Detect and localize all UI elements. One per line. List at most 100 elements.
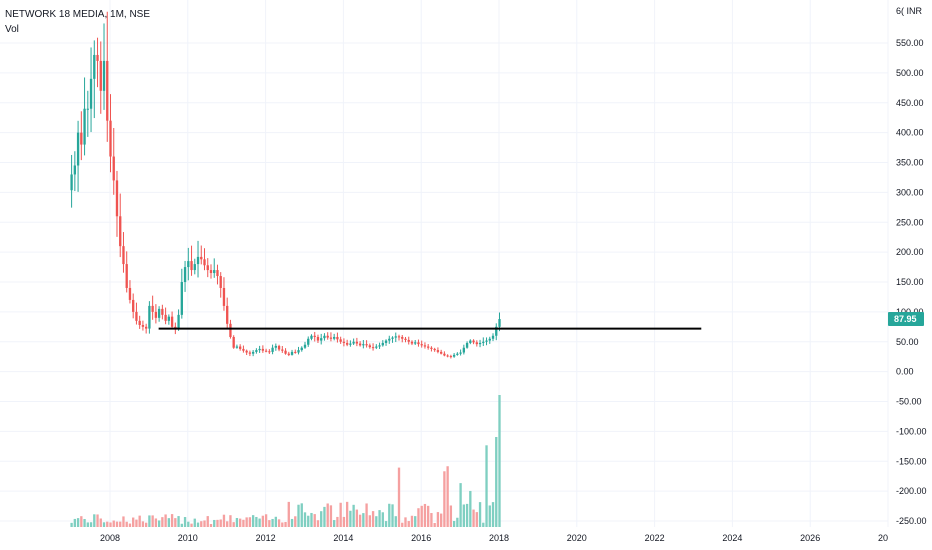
- candle-body: [310, 335, 313, 339]
- volume-bar: [235, 517, 239, 527]
- volume-bar: [482, 522, 485, 527]
- candle-body: [498, 319, 501, 327]
- candle-body: [242, 348, 245, 351]
- volume-bar: [320, 511, 323, 527]
- candle-body: [313, 335, 316, 337]
- volume-bar: [439, 513, 443, 527]
- candle-body: [261, 348, 265, 351]
- candle-body: [362, 344, 365, 346]
- volume-bar: [277, 519, 281, 527]
- volume-bar: [368, 515, 372, 527]
- candle-body: [452, 354, 456, 357]
- candle-body: [86, 108, 89, 110]
- symbol-title[interactable]: NETWORK 18 MEDIA, 1M, NSE: [5, 9, 151, 20]
- candle-body: [427, 346, 430, 348]
- candle-body: [284, 350, 287, 354]
- volume-bar: [93, 514, 96, 527]
- candle-body: [76, 132, 80, 166]
- volume-bar: [154, 518, 158, 527]
- y-tick-label: 300.00: [896, 187, 924, 197]
- volume-bar: [495, 437, 498, 527]
- candle-body: [161, 308, 164, 315]
- candle-body: [183, 267, 187, 282]
- candle-body: [167, 316, 171, 321]
- y-tick-label: 0.00: [896, 367, 914, 377]
- price-axis[interactable]: 6( INR 550.00 500.00 450.00 400.00 350.00 300.…: [896, 6, 927, 526]
- volume-bars: [70, 395, 501, 527]
- candle-body: [375, 346, 378, 348]
- volume-bar: [109, 522, 112, 527]
- volume-bar: [342, 516, 346, 527]
- volume-label[interactable]: Vol: [5, 24, 19, 35]
- volume-bar: [284, 521, 287, 527]
- candle-body: [109, 120, 112, 157]
- y-tick-label: 350.00: [896, 158, 924, 168]
- candle-body: [423, 345, 427, 347]
- candle-body: [297, 350, 300, 353]
- candle-body: [345, 342, 349, 345]
- candle-body: [368, 345, 372, 348]
- candle-body: [449, 356, 453, 358]
- candle-body: [106, 60, 109, 121]
- candle-body: [381, 342, 384, 346]
- candle-body: [491, 335, 495, 339]
- candle-body: [122, 246, 125, 265]
- candle-body: [294, 351, 297, 353]
- last-price-tag-bg: [888, 312, 924, 327]
- volume-bar: [248, 517, 252, 527]
- volume-bar: [264, 514, 268, 527]
- candle-body: [336, 336, 339, 340]
- chart-legend: NETWORK 18 MEDIA, 1M, NSE Vol: [5, 7, 150, 37]
- candle-body: [414, 342, 417, 344]
- candle-body: [187, 261, 190, 268]
- candle-body: [102, 60, 106, 91]
- candle-body: [177, 314, 180, 329]
- volume-bar: [80, 516, 83, 527]
- candle-body: [420, 344, 423, 346]
- candle-body: [83, 108, 86, 145]
- candle-body: [391, 337, 394, 339]
- volume-bar: [122, 516, 125, 527]
- volume-bar: [132, 517, 135, 527]
- candle-body: [290, 351, 294, 355]
- candle-body: [193, 264, 196, 271]
- volume-bar: [469, 490, 472, 527]
- candle-body: [135, 311, 138, 321]
- candle-body: [222, 287, 226, 306]
- volume-bar: [433, 522, 436, 527]
- candle-body: [469, 340, 472, 343]
- y-tick-label: 100.00: [896, 307, 924, 317]
- volume-bar: [141, 521, 145, 527]
- candle-body: [141, 325, 145, 327]
- candle-body: [439, 351, 443, 354]
- volume-bar: [216, 519, 219, 527]
- volume-bar: [245, 517, 248, 527]
- volume-bar: [443, 471, 446, 527]
- volume-bar: [446, 466, 449, 527]
- candle-body: [371, 347, 375, 349]
- volume-bar: [138, 515, 141, 527]
- y-tick-label: -250.00: [896, 516, 927, 526]
- time-axis[interactable]: 2008 2010 2012 2014 2016 2018 2020 2022 2024 2026…: [100, 533, 888, 543]
- volume-bar: [213, 519, 216, 527]
- candle-body: [287, 353, 290, 355]
- candle-body: [333, 336, 336, 339]
- volume-bar: [115, 521, 119, 527]
- volume-bar: [355, 509, 359, 527]
- candle-body: [401, 336, 404, 339]
- candle-body: [248, 352, 252, 354]
- volume-bar: [271, 518, 274, 527]
- volume-bar: [125, 521, 128, 527]
- candle-body: [274, 345, 277, 348]
- volume-bar: [420, 505, 423, 527]
- volume-bar: [294, 516, 297, 527]
- candle-body: [70, 174, 73, 191]
- volume-bar: [391, 504, 394, 527]
- volume-bar: [232, 522, 235, 527]
- volume-bar: [375, 516, 378, 527]
- volume-bar: [427, 505, 430, 527]
- volume-bar: [352, 504, 355, 527]
- volume-bar: [161, 517, 164, 527]
- y-tick-label: 150.00: [896, 277, 924, 287]
